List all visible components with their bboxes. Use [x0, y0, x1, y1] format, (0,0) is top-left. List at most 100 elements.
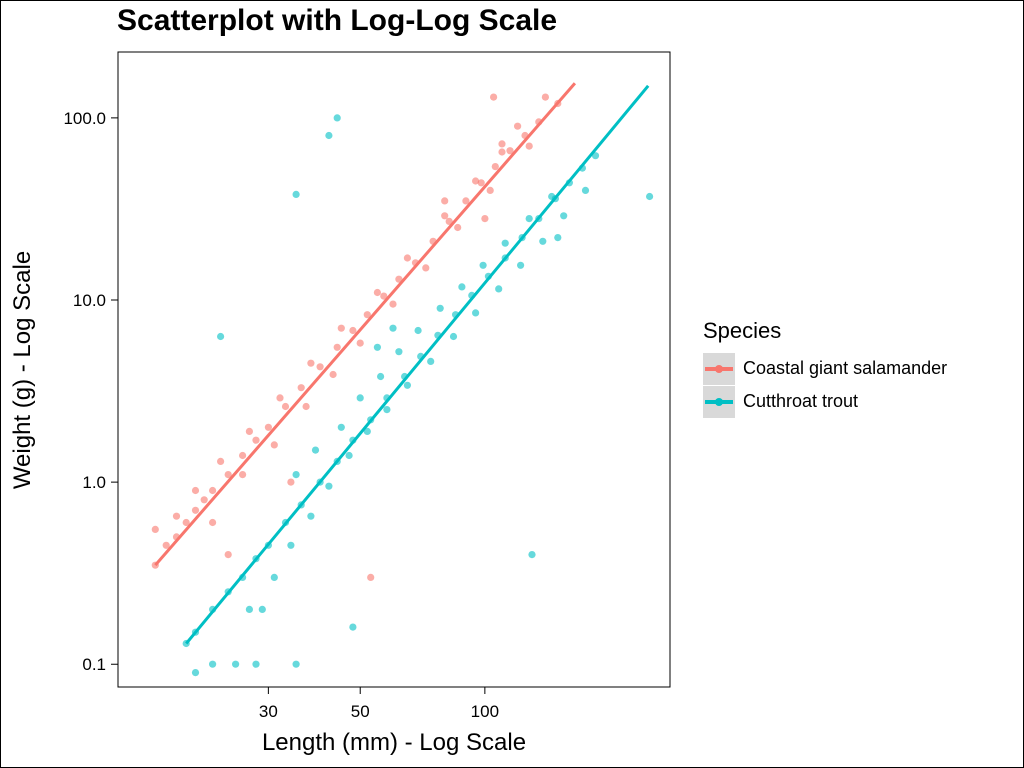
data-point-salamander: [200, 496, 208, 504]
points-layer: [151, 93, 654, 677]
data-point-salamander: [486, 186, 494, 194]
fit-line-salamander: [154, 82, 577, 567]
data-point-salamander: [191, 486, 200, 495]
data-point-salamander: [333, 343, 341, 351]
data-point-salamander: [329, 370, 337, 379]
chart-title: Scatterplot with Log-Log Scale: [117, 4, 558, 37]
data-point-salamander: [395, 275, 403, 283]
data-point-trout: [539, 237, 547, 245]
data-point-trout: [458, 283, 466, 291]
data-point-trout: [311, 446, 320, 454]
data-point-salamander: [498, 140, 506, 148]
data-point-trout: [525, 215, 533, 223]
data-point-trout: [337, 423, 345, 431]
data-point-trout: [517, 261, 525, 269]
data-point-salamander: [209, 518, 217, 527]
data-point-salamander: [209, 486, 217, 495]
legend-item-salamander: Coastal giant salamander: [703, 352, 947, 385]
data-point-salamander: [264, 423, 272, 431]
data-point-salamander: [270, 441, 278, 449]
x-tick-label: 100: [471, 702, 499, 721]
data-point-trout: [258, 605, 266, 614]
data-point-trout: [403, 381, 411, 389]
fit-line-trout: [185, 84, 650, 645]
data-point-salamander: [172, 512, 181, 520]
data-point-salamander: [498, 148, 506, 156]
data-point-trout: [270, 573, 278, 582]
data-point-salamander: [281, 402, 290, 411]
data-point-salamander: [245, 427, 253, 435]
data-point-salamander: [224, 551, 232, 559]
data-point-trout: [479, 261, 487, 269]
data-point-trout: [646, 192, 654, 201]
plot-panel: [117, 51, 671, 688]
data-point-salamander: [349, 326, 357, 335]
data-point-trout: [245, 605, 253, 614]
data-point-salamander: [287, 478, 295, 486]
data-point-trout: [383, 406, 391, 414]
data-point-salamander: [302, 402, 310, 411]
data-point-salamander: [491, 163, 499, 171]
data-point-trout: [449, 332, 458, 341]
data-point-trout: [436, 304, 444, 312]
data-point-trout: [501, 239, 509, 247]
legend-label-trout: Cutthroat trout: [743, 391, 859, 411]
legend-key-trout: [703, 385, 735, 418]
data-point-salamander: [389, 300, 397, 308]
data-point-salamander: [363, 311, 371, 319]
data-point-trout: [209, 660, 217, 668]
data-point-salamander: [151, 525, 159, 534]
data-point-salamander: [191, 506, 200, 514]
data-point-salamander: [506, 147, 514, 155]
data-point-trout: [252, 660, 260, 668]
data-point-salamander: [217, 457, 225, 465]
data-point-trout: [560, 212, 568, 220]
data-point-salamander: [239, 451, 247, 460]
data-point-salamander: [356, 339, 364, 347]
data-point-trout: [363, 427, 371, 435]
legend: Species Coastal giant salamander Cutthro…: [703, 318, 947, 418]
y-tick-label: 100.0: [63, 109, 106, 128]
data-point-trout: [395, 348, 403, 356]
data-point-salamander: [422, 264, 430, 272]
y-axis: 0.1 1.0 10.0 100.0: [63, 109, 118, 674]
data-point-trout: [349, 623, 357, 631]
fit-lines-layer: [154, 82, 650, 645]
data-point-salamander: [472, 177, 480, 185]
data-point-salamander: [514, 122, 522, 130]
data-point-salamander: [239, 471, 247, 479]
data-point-trout: [345, 451, 353, 460]
y-tick-label: 10.0: [73, 291, 106, 310]
data-point-salamander: [403, 254, 411, 262]
data-point-salamander: [162, 541, 170, 549]
data-point-trout: [356, 394, 364, 402]
data-point-salamander: [441, 212, 449, 220]
data-point-trout: [325, 131, 333, 140]
data-point-salamander: [380, 292, 388, 300]
data-point-trout: [287, 541, 295, 549]
legend-dot-trout: [715, 397, 723, 406]
data-point-salamander: [525, 142, 533, 150]
x-axis-title: Length (mm) - Log Scale: [262, 729, 526, 756]
data-point-salamander: [373, 288, 381, 297]
data-point-trout: [554, 234, 562, 242]
data-point-trout: [373, 343, 381, 351]
data-point-salamander: [337, 324, 345, 332]
data-point-trout: [292, 471, 300, 479]
x-tick-label: 30: [259, 702, 278, 721]
data-point-trout: [325, 482, 333, 490]
data-point-trout: [528, 551, 536, 559]
data-point-salamander: [454, 223, 462, 232]
legend-key-salamander: [703, 352, 735, 385]
data-point-salamander: [224, 471, 232, 479]
data-point-trout: [232, 660, 240, 668]
data-point-trout: [414, 326, 422, 335]
data-point-salamander: [367, 573, 375, 582]
data-point-salamander: [541, 93, 550, 101]
y-axis-title: Weight (g) - Log Scale: [9, 251, 36, 489]
legend-item-trout: Cutthroat trout: [703, 385, 947, 418]
data-point-salamander: [477, 179, 485, 187]
x-axis: 30 50 100: [259, 687, 499, 721]
